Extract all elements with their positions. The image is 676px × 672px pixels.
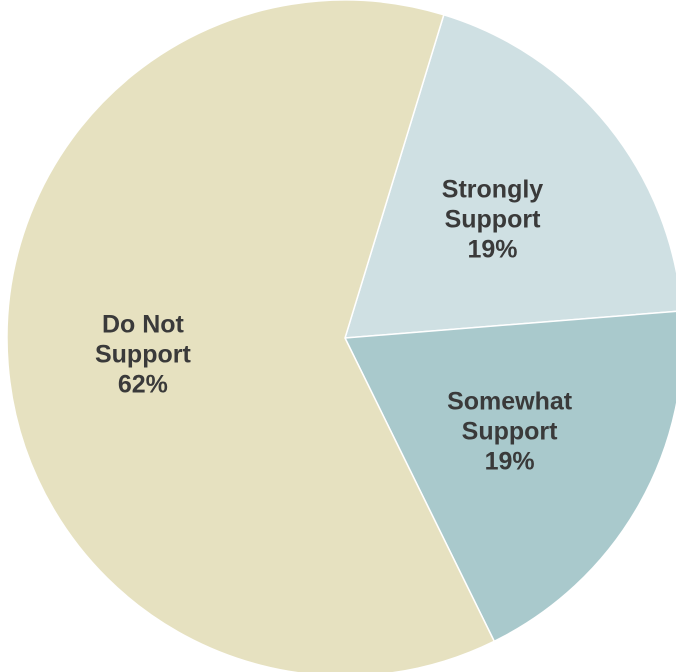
- slice-name-line: Support: [95, 340, 191, 368]
- pie-slices: [6, 0, 676, 672]
- pie-labels: Strongly Support 19%Somewhat Support 19%Do N…: [95, 175, 573, 475]
- pie-slice-do-not-support: [6, 0, 496, 672]
- slice-name-line: Support: [445, 205, 541, 233]
- slice-name-line: Do Not: [102, 310, 185, 338]
- slice-value-label: 62%: [118, 370, 168, 398]
- slice-value-label: 19%: [485, 448, 535, 476]
- slice-value-label: 19%: [467, 235, 517, 263]
- pie-slice-somewhat-support: [343, 310, 676, 643]
- slice-label-do-not-support: Do Not Support 62%: [95, 310, 191, 398]
- slice-name-line: Strongly: [442, 175, 543, 203]
- slice-name-line: Support: [462, 418, 558, 446]
- slice-label-strongly-support: Strongly Support 19%: [442, 175, 543, 263]
- slice-name-line: Somewhat: [447, 388, 573, 416]
- pie-slice-strongly-support: [343, 13, 676, 339]
- slice-label-somewhat-support: Somewhat Support 19%: [447, 388, 573, 476]
